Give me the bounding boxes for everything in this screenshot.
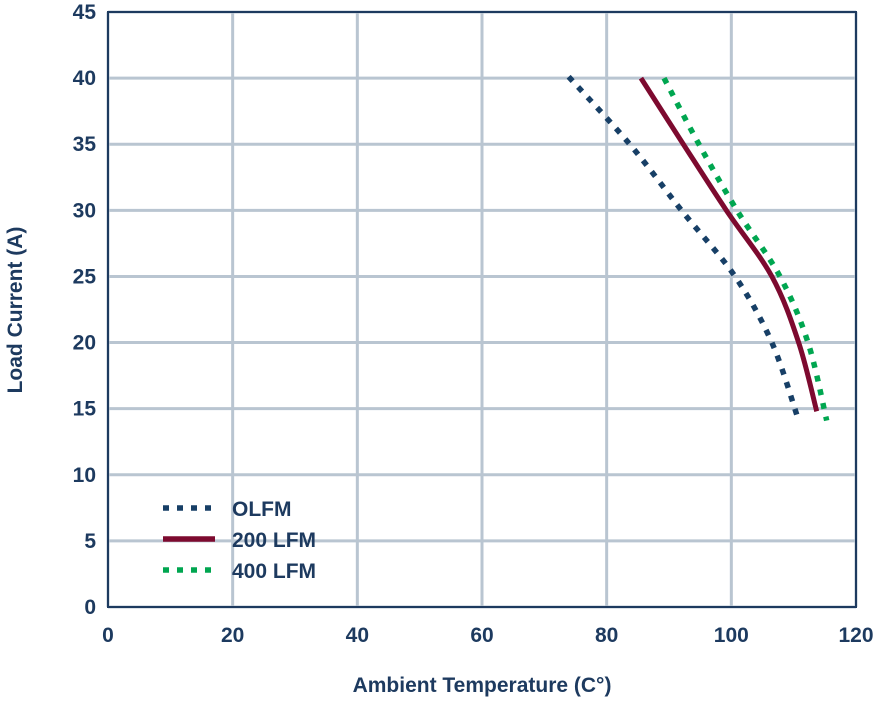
x-tick-label: 40 xyxy=(346,624,369,647)
series-lines xyxy=(566,74,830,422)
x-tick-label: 0 xyxy=(102,624,114,647)
y-axis-label: Load Current (A) xyxy=(4,227,27,394)
y-tick-labels: 0 5 10 15 20 25 30 35 40 45 xyxy=(73,1,97,619)
legend: OLFM 200 LFM 400 LFM xyxy=(163,498,316,583)
x-tick-label: 120 xyxy=(838,624,873,647)
legend-label-200-lfm: 200 LFM xyxy=(232,529,316,552)
y-tick-label: 20 xyxy=(73,332,96,355)
y-tick-label: 5 xyxy=(84,530,96,553)
grid xyxy=(106,10,858,609)
series-line-olfm xyxy=(566,74,801,418)
x-tick-label: 20 xyxy=(221,624,244,647)
x-axis-label: Ambient Temperature (C°) xyxy=(353,674,612,697)
y-tick-label: 45 xyxy=(73,1,97,24)
x-tick-label: 100 xyxy=(714,624,749,647)
legend-label-olfm: OLFM xyxy=(232,498,291,521)
x-tick-label: 80 xyxy=(595,624,618,647)
y-tick-label: 15 xyxy=(73,398,97,421)
y-tick-label: 25 xyxy=(73,265,97,288)
x-tick-labels: 0 20 40 60 80 100 120 xyxy=(102,624,873,647)
legend-label-400-lfm: 400 LFM xyxy=(232,560,316,583)
y-tick-label: 30 xyxy=(73,199,96,222)
x-tick-label: 60 xyxy=(470,624,493,647)
series-line-200-lfm xyxy=(638,76,820,412)
y-tick-label: 35 xyxy=(73,133,97,156)
plot-frame xyxy=(107,11,857,608)
y-tick-label: 10 xyxy=(73,464,96,487)
y-tick-label: 40 xyxy=(73,67,96,90)
series-line-400-lfm xyxy=(661,76,830,422)
y-tick-label: 0 xyxy=(84,596,96,619)
